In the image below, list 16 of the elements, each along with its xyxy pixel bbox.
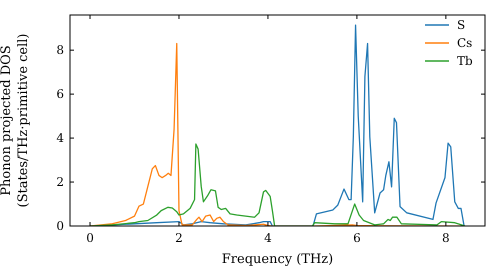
y-axis-title: Phonon projected DOS (States/THz·primitive cell) [0, 33, 31, 208]
legend-label: Cs [457, 36, 472, 50]
x-axis-title: Frequency (THz) [222, 252, 334, 267]
y-tick-label: 4 [56, 131, 64, 146]
y-tick-label: 0 [56, 219, 64, 233]
legend-label: S [457, 18, 466, 32]
x-tick-label: 4 [264, 231, 272, 245]
y-tick-label: 6 [56, 87, 64, 102]
x-tick-label: 8 [442, 231, 450, 245]
line-series [89, 143, 466, 226]
x-tick-label: 6 [353, 231, 361, 245]
y-tick-label: 8 [56, 43, 64, 58]
x-tick-label: 2 [175, 231, 183, 245]
y-tick-label: 2 [56, 175, 64, 190]
x-tick-label: 0 [86, 231, 94, 245]
legend-label: Tb [457, 54, 474, 68]
